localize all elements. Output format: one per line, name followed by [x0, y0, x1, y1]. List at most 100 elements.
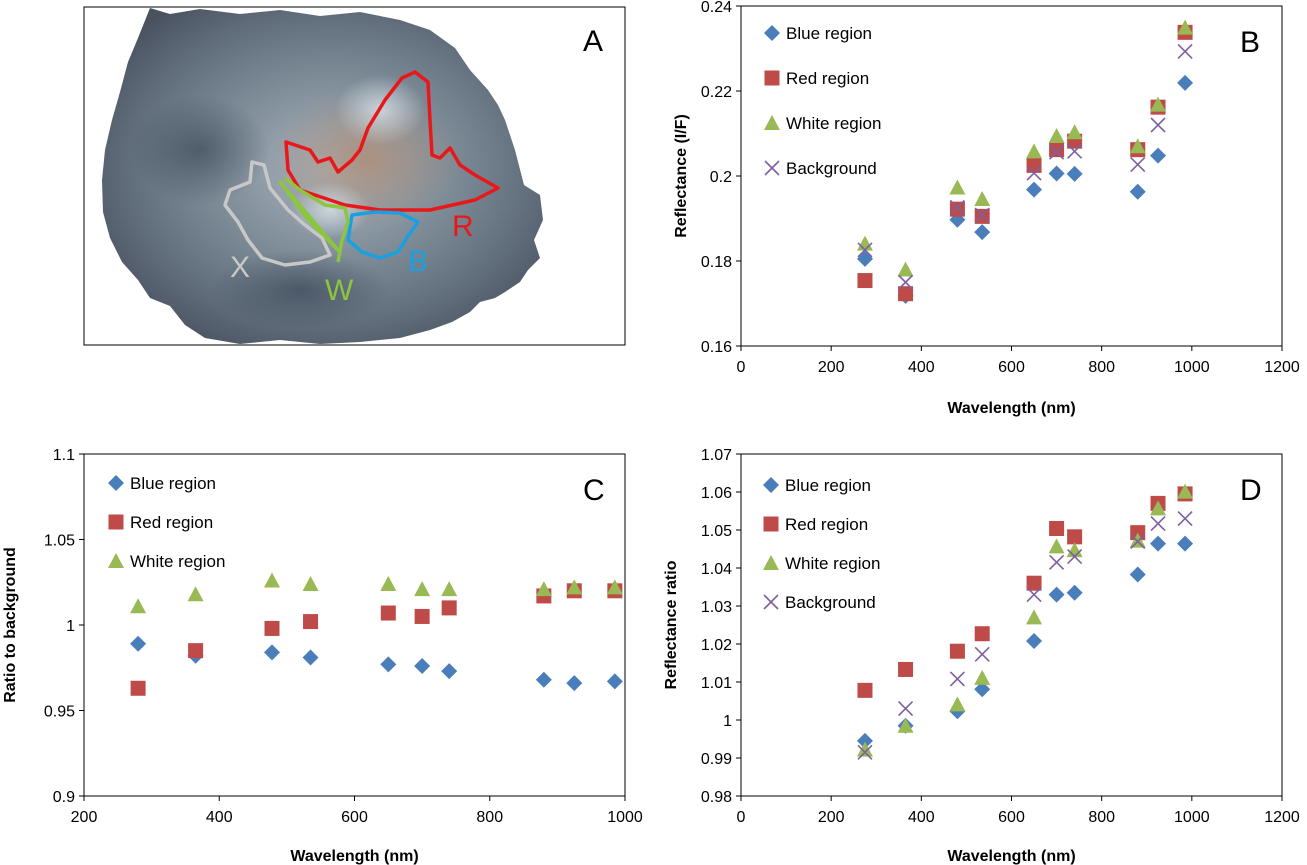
x-tick-label: 1200: [1264, 359, 1300, 376]
data-point: [188, 643, 204, 659]
data-point: [974, 208, 990, 224]
x-tick-label: 0: [737, 809, 746, 826]
x-axis-title: Wavelength (nm): [947, 400, 1075, 417]
data-point: [1026, 165, 1042, 181]
data-point: [949, 671, 965, 687]
series-white-region: [130, 572, 623, 614]
legend: Blue region Red region White region Backgro…: [763, 476, 880, 612]
data-point: [380, 605, 396, 621]
data-point: [897, 261, 914, 277]
data-point: [974, 207, 990, 223]
roi-label-b: B: [408, 245, 428, 278]
roi-outline-red: [284, 70, 500, 212]
x-tick-label: 200: [71, 809, 98, 826]
data-point: [1130, 156, 1146, 173]
x-tick-label: 600: [998, 359, 1025, 376]
data-point: [566, 675, 583, 692]
x-tick-label: 400: [206, 809, 233, 826]
y-tick-label: 1.06: [701, 485, 732, 502]
legend-label: Blue region: [786, 24, 872, 43]
legend-label: Red region: [130, 513, 213, 532]
plot-frame: [740, 453, 1283, 797]
data-point: [606, 579, 623, 595]
data-point: [857, 744, 873, 760]
data-point: [1066, 584, 1083, 601]
data-point: [263, 572, 280, 588]
data-point: [856, 250, 873, 267]
y-tick-label: 1: [723, 713, 732, 730]
roi-label-r: R: [452, 210, 474, 243]
x-tick-label: 1200: [1264, 809, 1300, 826]
series-blue-region: [130, 635, 623, 692]
legend: Blue region Red region White region: [108, 474, 225, 571]
legend-marker: [764, 70, 780, 86]
data-point: [949, 199, 965, 216]
legend-label: Background: [785, 593, 876, 612]
data-point: [380, 656, 397, 673]
legend-label: Background: [786, 159, 877, 178]
y-tick-label: 1.07: [701, 447, 732, 464]
y-tick-label: 0.95: [44, 704, 75, 721]
x-tick-label: 0: [737, 359, 746, 376]
data-point: [949, 201, 965, 217]
legend-label: Blue region: [785, 476, 871, 495]
legend-marker: [763, 516, 779, 532]
legend-marker: [763, 555, 779, 570]
series-blue-region: [856, 535, 1194, 749]
legend-label: Blue region: [130, 474, 216, 493]
series-white-region: [856, 19, 1194, 277]
y-tick-label: 1.1: [53, 447, 75, 464]
data-point: [974, 646, 990, 662]
y-tick-label: 0.22: [701, 84, 732, 101]
data-point: [1026, 143, 1043, 159]
data-point: [441, 600, 457, 616]
data-point: [1150, 117, 1166, 133]
x-tick-label: 800: [1088, 809, 1115, 826]
data-point: [535, 581, 552, 597]
x-tick-label: 800: [476, 809, 503, 826]
legend-label: White region: [130, 552, 225, 571]
data-point: [1048, 538, 1065, 554]
roi-outline-blue: [346, 210, 420, 260]
y-axis-title: Ratio to background: [2, 547, 19, 703]
x-tick-label: 200: [818, 359, 845, 376]
data-point: [1026, 575, 1042, 591]
data-point: [1066, 542, 1083, 558]
x-tick-label: 800: [1088, 359, 1115, 376]
data-point: [1049, 554, 1065, 570]
data-point: [974, 669, 991, 685]
y-tick-label: 1.04: [701, 561, 732, 578]
series-red-region: [857, 24, 1193, 302]
data-point: [535, 671, 552, 688]
data-point: [974, 681, 991, 698]
data-point: [949, 179, 966, 195]
x-tick-label: 1000: [1174, 809, 1210, 826]
legend-marker: [764, 25, 780, 41]
y-tick-label: 0.24: [701, 0, 732, 16]
data-point: [857, 242, 873, 258]
data-point: [857, 273, 873, 289]
data-point: [1177, 483, 1194, 499]
y-tick-label: 1.05: [701, 523, 732, 540]
series-background: [857, 43, 1193, 290]
roi-label-x: X: [230, 251, 250, 284]
roi-outline-white: [223, 160, 332, 267]
data-point: [380, 575, 397, 591]
data-point: [130, 598, 147, 614]
data-point: [303, 614, 319, 630]
data-point: [1177, 43, 1193, 60]
x-tick-label: 1000: [1174, 359, 1210, 376]
data-point: [898, 661, 914, 677]
y-tick-label: 1: [66, 618, 75, 635]
series-background: [857, 511, 1193, 760]
data-point: [1049, 144, 1065, 160]
data-point: [130, 635, 147, 652]
panel-letter-c: C: [583, 474, 605, 507]
legend-marker: [764, 160, 780, 176]
data-point: [441, 581, 458, 597]
legend-label: Red region: [785, 515, 868, 534]
data-point: [130, 680, 146, 696]
legend-marker: [108, 475, 124, 491]
y-tick-label: 1.02: [701, 637, 732, 654]
